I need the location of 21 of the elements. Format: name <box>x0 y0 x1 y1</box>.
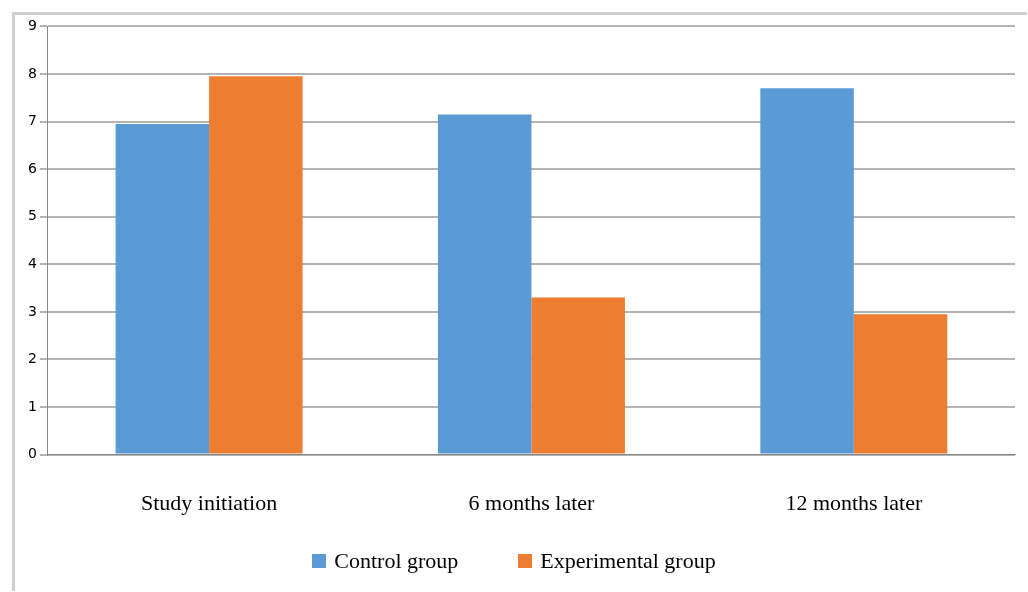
legend-label: Experimental group <box>540 548 716 574</box>
y-tick-label: 5 <box>27 207 37 224</box>
y-tick-label: 4 <box>27 254 37 271</box>
bar <box>531 297 625 454</box>
y-tick-label: 8 <box>27 64 37 81</box>
x-tick-label: 12 months later <box>785 489 923 515</box>
y-tick-label: 9 <box>27 17 37 34</box>
bar <box>209 76 303 454</box>
bar <box>115 123 210 454</box>
legend-label: Control group <box>334 548 459 574</box>
bar <box>437 114 532 454</box>
bar <box>853 314 948 454</box>
bar <box>760 88 854 454</box>
x-tick-label: 6 months later <box>468 489 596 515</box>
x-tick-label: Study initiation <box>140 489 278 515</box>
y-tick-label: 6 <box>27 159 37 176</box>
y-tick-label: 1 <box>27 397 37 414</box>
y-tick-label: 2 <box>27 350 37 367</box>
y-tick-label: 7 <box>27 112 37 129</box>
y-tick-label: 0 <box>27 445 37 462</box>
y-tick-label: 3 <box>27 302 37 319</box>
